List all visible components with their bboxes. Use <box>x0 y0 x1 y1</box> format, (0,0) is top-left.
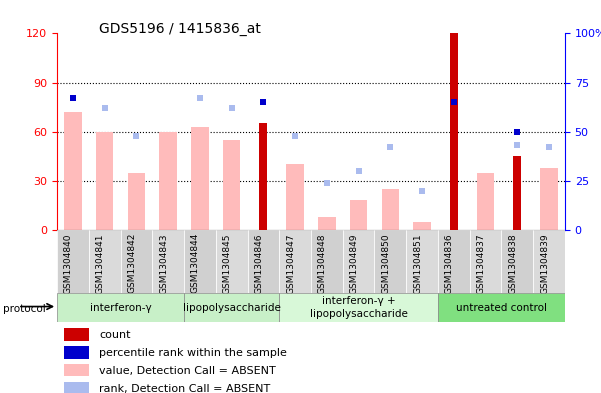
Bar <box>450 33 458 230</box>
Text: GSM1304838: GSM1304838 <box>508 233 517 294</box>
Bar <box>406 230 438 293</box>
Text: GSM1304848: GSM1304848 <box>318 233 327 294</box>
Bar <box>533 230 565 293</box>
Bar <box>343 230 374 293</box>
Bar <box>96 132 114 230</box>
Bar <box>350 200 367 230</box>
Bar <box>64 382 89 393</box>
Bar <box>128 173 145 230</box>
Bar <box>216 230 248 293</box>
Text: value, Detection Call = ABSENT: value, Detection Call = ABSENT <box>99 366 276 376</box>
Text: GSM1304844: GSM1304844 <box>191 233 200 294</box>
Text: GSM1304840: GSM1304840 <box>64 233 73 294</box>
Bar <box>279 230 311 293</box>
Text: GDS5196 / 1415836_at: GDS5196 / 1415836_at <box>99 22 261 36</box>
Bar <box>57 293 184 322</box>
Text: interferon-γ: interferon-γ <box>90 303 151 312</box>
Bar <box>184 293 279 322</box>
Bar <box>438 230 470 293</box>
Text: GSM1304842: GSM1304842 <box>127 233 136 294</box>
Bar <box>287 164 304 230</box>
Bar <box>57 230 89 293</box>
Text: rank, Detection Call = ABSENT: rank, Detection Call = ABSENT <box>99 384 270 393</box>
Bar <box>438 293 565 322</box>
Bar <box>159 132 177 230</box>
Text: GSM1304851: GSM1304851 <box>413 233 422 294</box>
Bar <box>513 156 521 230</box>
Text: GSM1304841: GSM1304841 <box>96 233 105 294</box>
Bar <box>540 168 558 230</box>
Text: untreated control: untreated control <box>456 303 547 312</box>
Text: protocol: protocol <box>3 303 46 314</box>
Bar <box>64 329 89 341</box>
Bar <box>318 217 335 230</box>
Bar <box>374 230 406 293</box>
Bar <box>191 127 209 230</box>
Text: GSM1304843: GSM1304843 <box>159 233 168 294</box>
Text: percentile rank within the sample: percentile rank within the sample <box>99 348 287 358</box>
Bar <box>470 230 501 293</box>
Bar <box>311 230 343 293</box>
Text: GSM1304849: GSM1304849 <box>350 233 359 294</box>
Text: interferon-γ +
lipopolysaccharide: interferon-γ + lipopolysaccharide <box>310 296 407 319</box>
Bar <box>279 293 438 322</box>
Bar <box>64 112 82 230</box>
Text: GSM1304850: GSM1304850 <box>382 233 391 294</box>
Bar <box>184 230 216 293</box>
Bar <box>121 230 152 293</box>
Bar <box>248 230 279 293</box>
Bar <box>64 346 89 358</box>
Bar <box>89 230 121 293</box>
Text: lipopolysaccharide: lipopolysaccharide <box>183 303 281 312</box>
Bar <box>64 364 89 376</box>
Bar <box>260 123 267 230</box>
Text: GSM1304839: GSM1304839 <box>540 233 549 294</box>
Bar <box>477 173 494 230</box>
Text: GSM1304837: GSM1304837 <box>477 233 486 294</box>
Bar <box>501 230 533 293</box>
Text: GSM1304845: GSM1304845 <box>222 233 231 294</box>
Bar <box>382 189 399 230</box>
Text: GSM1304847: GSM1304847 <box>286 233 295 294</box>
Bar <box>413 222 431 230</box>
Text: GSM1304846: GSM1304846 <box>254 233 263 294</box>
Text: GSM1304836: GSM1304836 <box>445 233 454 294</box>
Bar <box>223 140 240 230</box>
Bar <box>152 230 184 293</box>
Text: count: count <box>99 330 131 340</box>
